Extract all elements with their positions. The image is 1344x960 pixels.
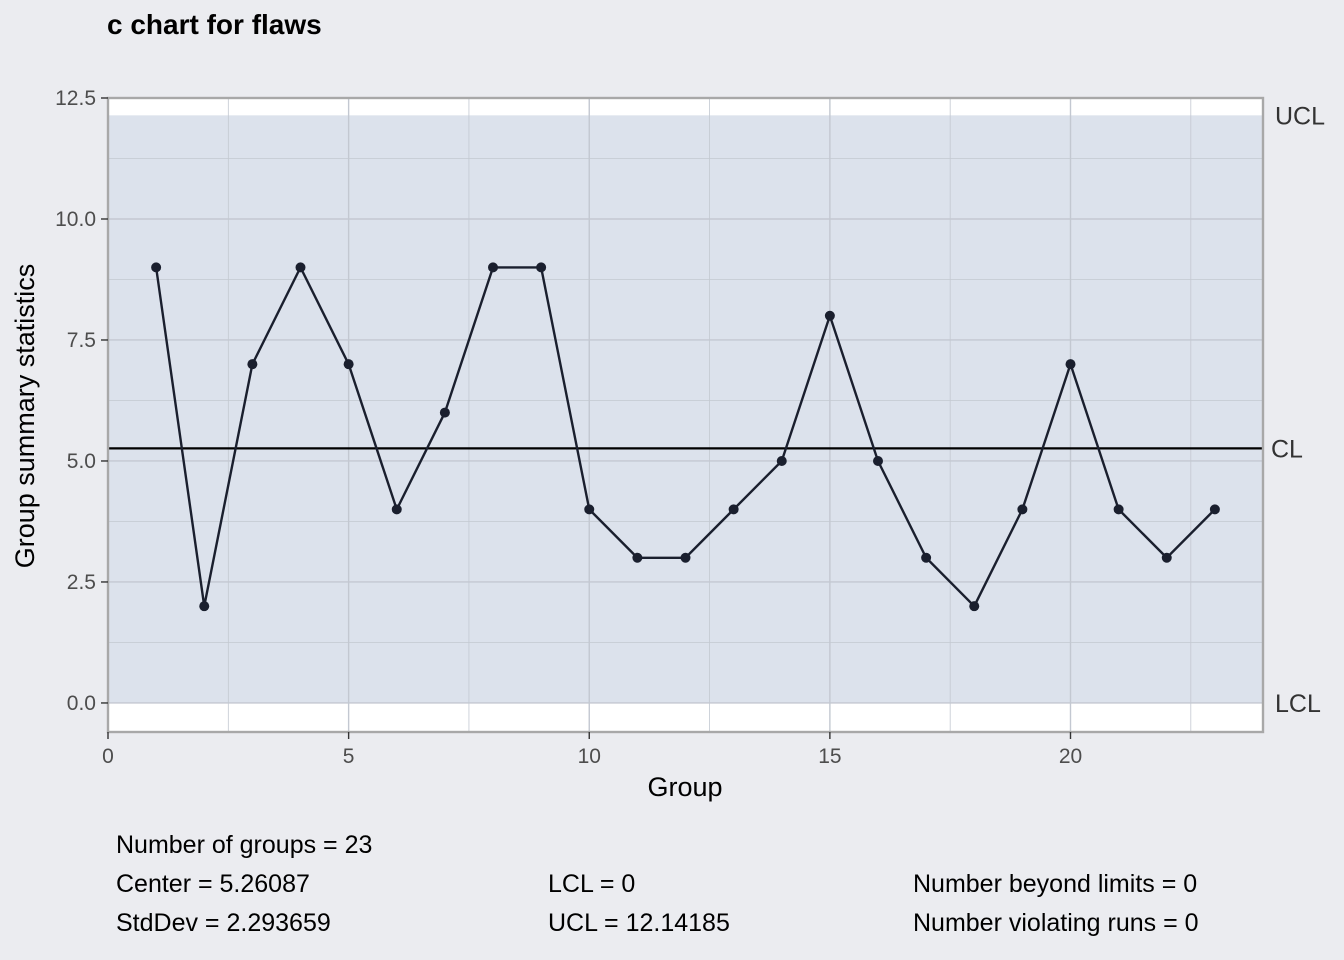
cl-label: CL [1271, 435, 1303, 463]
x-tick-label: 5 [343, 745, 355, 768]
y-tick-label: 0.0 [67, 692, 96, 715]
ucl-label: UCL [1275, 102, 1325, 130]
y-tick-label: 2.5 [67, 571, 96, 594]
data-point-19 [1017, 504, 1028, 515]
data-point-6 [391, 504, 402, 515]
x-tick-label: 10 [578, 745, 601, 768]
data-point-13 [728, 504, 739, 515]
control-limit-band [108, 115, 1263, 703]
data-point-8 [488, 262, 498, 273]
y-axis-title: Group summary statistics [10, 264, 40, 569]
data-point-12 [680, 552, 691, 563]
x-tick-label: 0 [102, 745, 114, 768]
data-point-20 [1065, 359, 1076, 370]
lcl-label: LCL [1275, 690, 1321, 718]
data-point-1 [151, 262, 162, 273]
data-point-21 [1113, 504, 1124, 515]
data-point-14 [776, 455, 787, 466]
data-point-23 [1209, 504, 1220, 515]
data-point-22 [1161, 552, 1172, 563]
data-point-7 [439, 407, 450, 418]
data-point-18 [969, 601, 980, 612]
y-tick-label: 5.0 [67, 450, 96, 473]
data-point-9 [536, 262, 547, 273]
data-point-15 [824, 310, 835, 321]
chart-title: c chart for flaws [107, 9, 322, 40]
y-tick-label: 7.5 [67, 329, 96, 352]
plot-area: 0 5 10 15 20 0.0 2.5 5.0 7.5 10.0 12.5 UCL CL LCL [55, 87, 1325, 768]
y-tick-label: 12.5 [55, 87, 96, 110]
data-point-11 [632, 552, 643, 563]
x-tick-label: 20 [1059, 745, 1082, 768]
data-point-2 [199, 601, 210, 612]
panel-border [106, 96, 1265, 734]
data-point-10 [584, 504, 595, 515]
data-point-16 [873, 455, 883, 466]
data-point-17 [921, 552, 932, 563]
data-point-3 [247, 359, 258, 370]
x-axis-title: Group [647, 772, 722, 802]
data-point-5 [343, 359, 354, 370]
x-tick-label: 15 [818, 745, 841, 768]
y-tick-label: 10.0 [55, 208, 96, 231]
data-point-4 [295, 262, 306, 273]
